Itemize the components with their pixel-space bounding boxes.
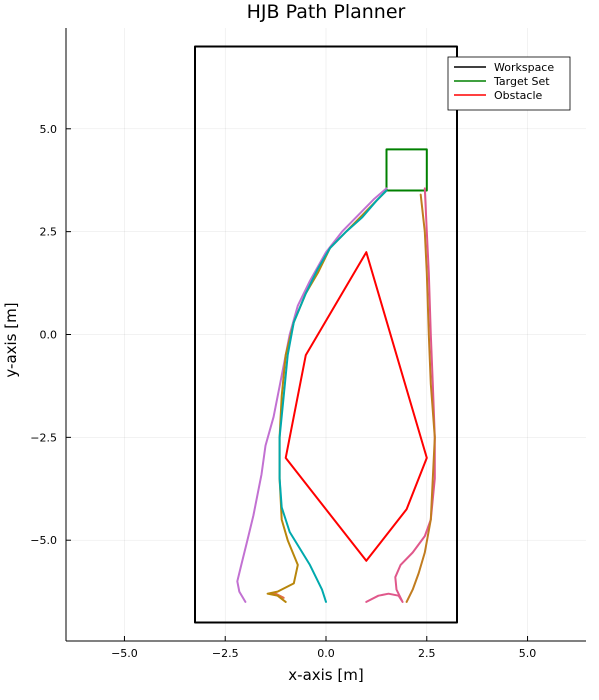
chart-title: HJB Path Planner <box>247 1 406 23</box>
legend-box <box>447 56 571 111</box>
legend-label: Target Set <box>493 75 550 88</box>
y-tick-label: 5.0 <box>40 123 58 136</box>
x-tick-label: 0.0 <box>317 647 335 660</box>
tick-labels: −5.0 −2.5 0.0 2.5 5.0 5.0 2.5 0.0 −2.5 −5.0 <box>30 123 536 660</box>
axes <box>65 28 586 642</box>
x-tick-label: 5.0 <box>519 647 537 660</box>
legend-label: Workspace <box>494 61 554 74</box>
x-tick-label: 2.5 <box>418 647 436 660</box>
trajectory-line-6 <box>278 189 388 603</box>
y-tick-label: −5.0 <box>30 534 57 547</box>
x-axis-label: x-axis [m] <box>288 666 363 684</box>
obstacle-line <box>284 251 428 562</box>
y-tick-label: −2.5 <box>30 431 57 444</box>
y-axis-label: y-axis [m] <box>2 302 20 377</box>
trajectory-line-3 <box>236 187 388 603</box>
trajectory-line-7 <box>365 187 436 603</box>
grid <box>66 28 586 641</box>
target-set-line <box>385 148 428 192</box>
workspace-line <box>194 45 458 624</box>
x-tick-label: −2.5 <box>212 647 239 660</box>
legend-label: Obstacle <box>494 89 543 102</box>
y-tick-label: 0.0 <box>40 329 58 342</box>
x-tick-label: −5.0 <box>111 647 138 660</box>
y-tick-label: 2.5 <box>40 226 58 239</box>
plot-area <box>194 45 458 624</box>
trajectory-line-8 <box>405 193 436 603</box>
